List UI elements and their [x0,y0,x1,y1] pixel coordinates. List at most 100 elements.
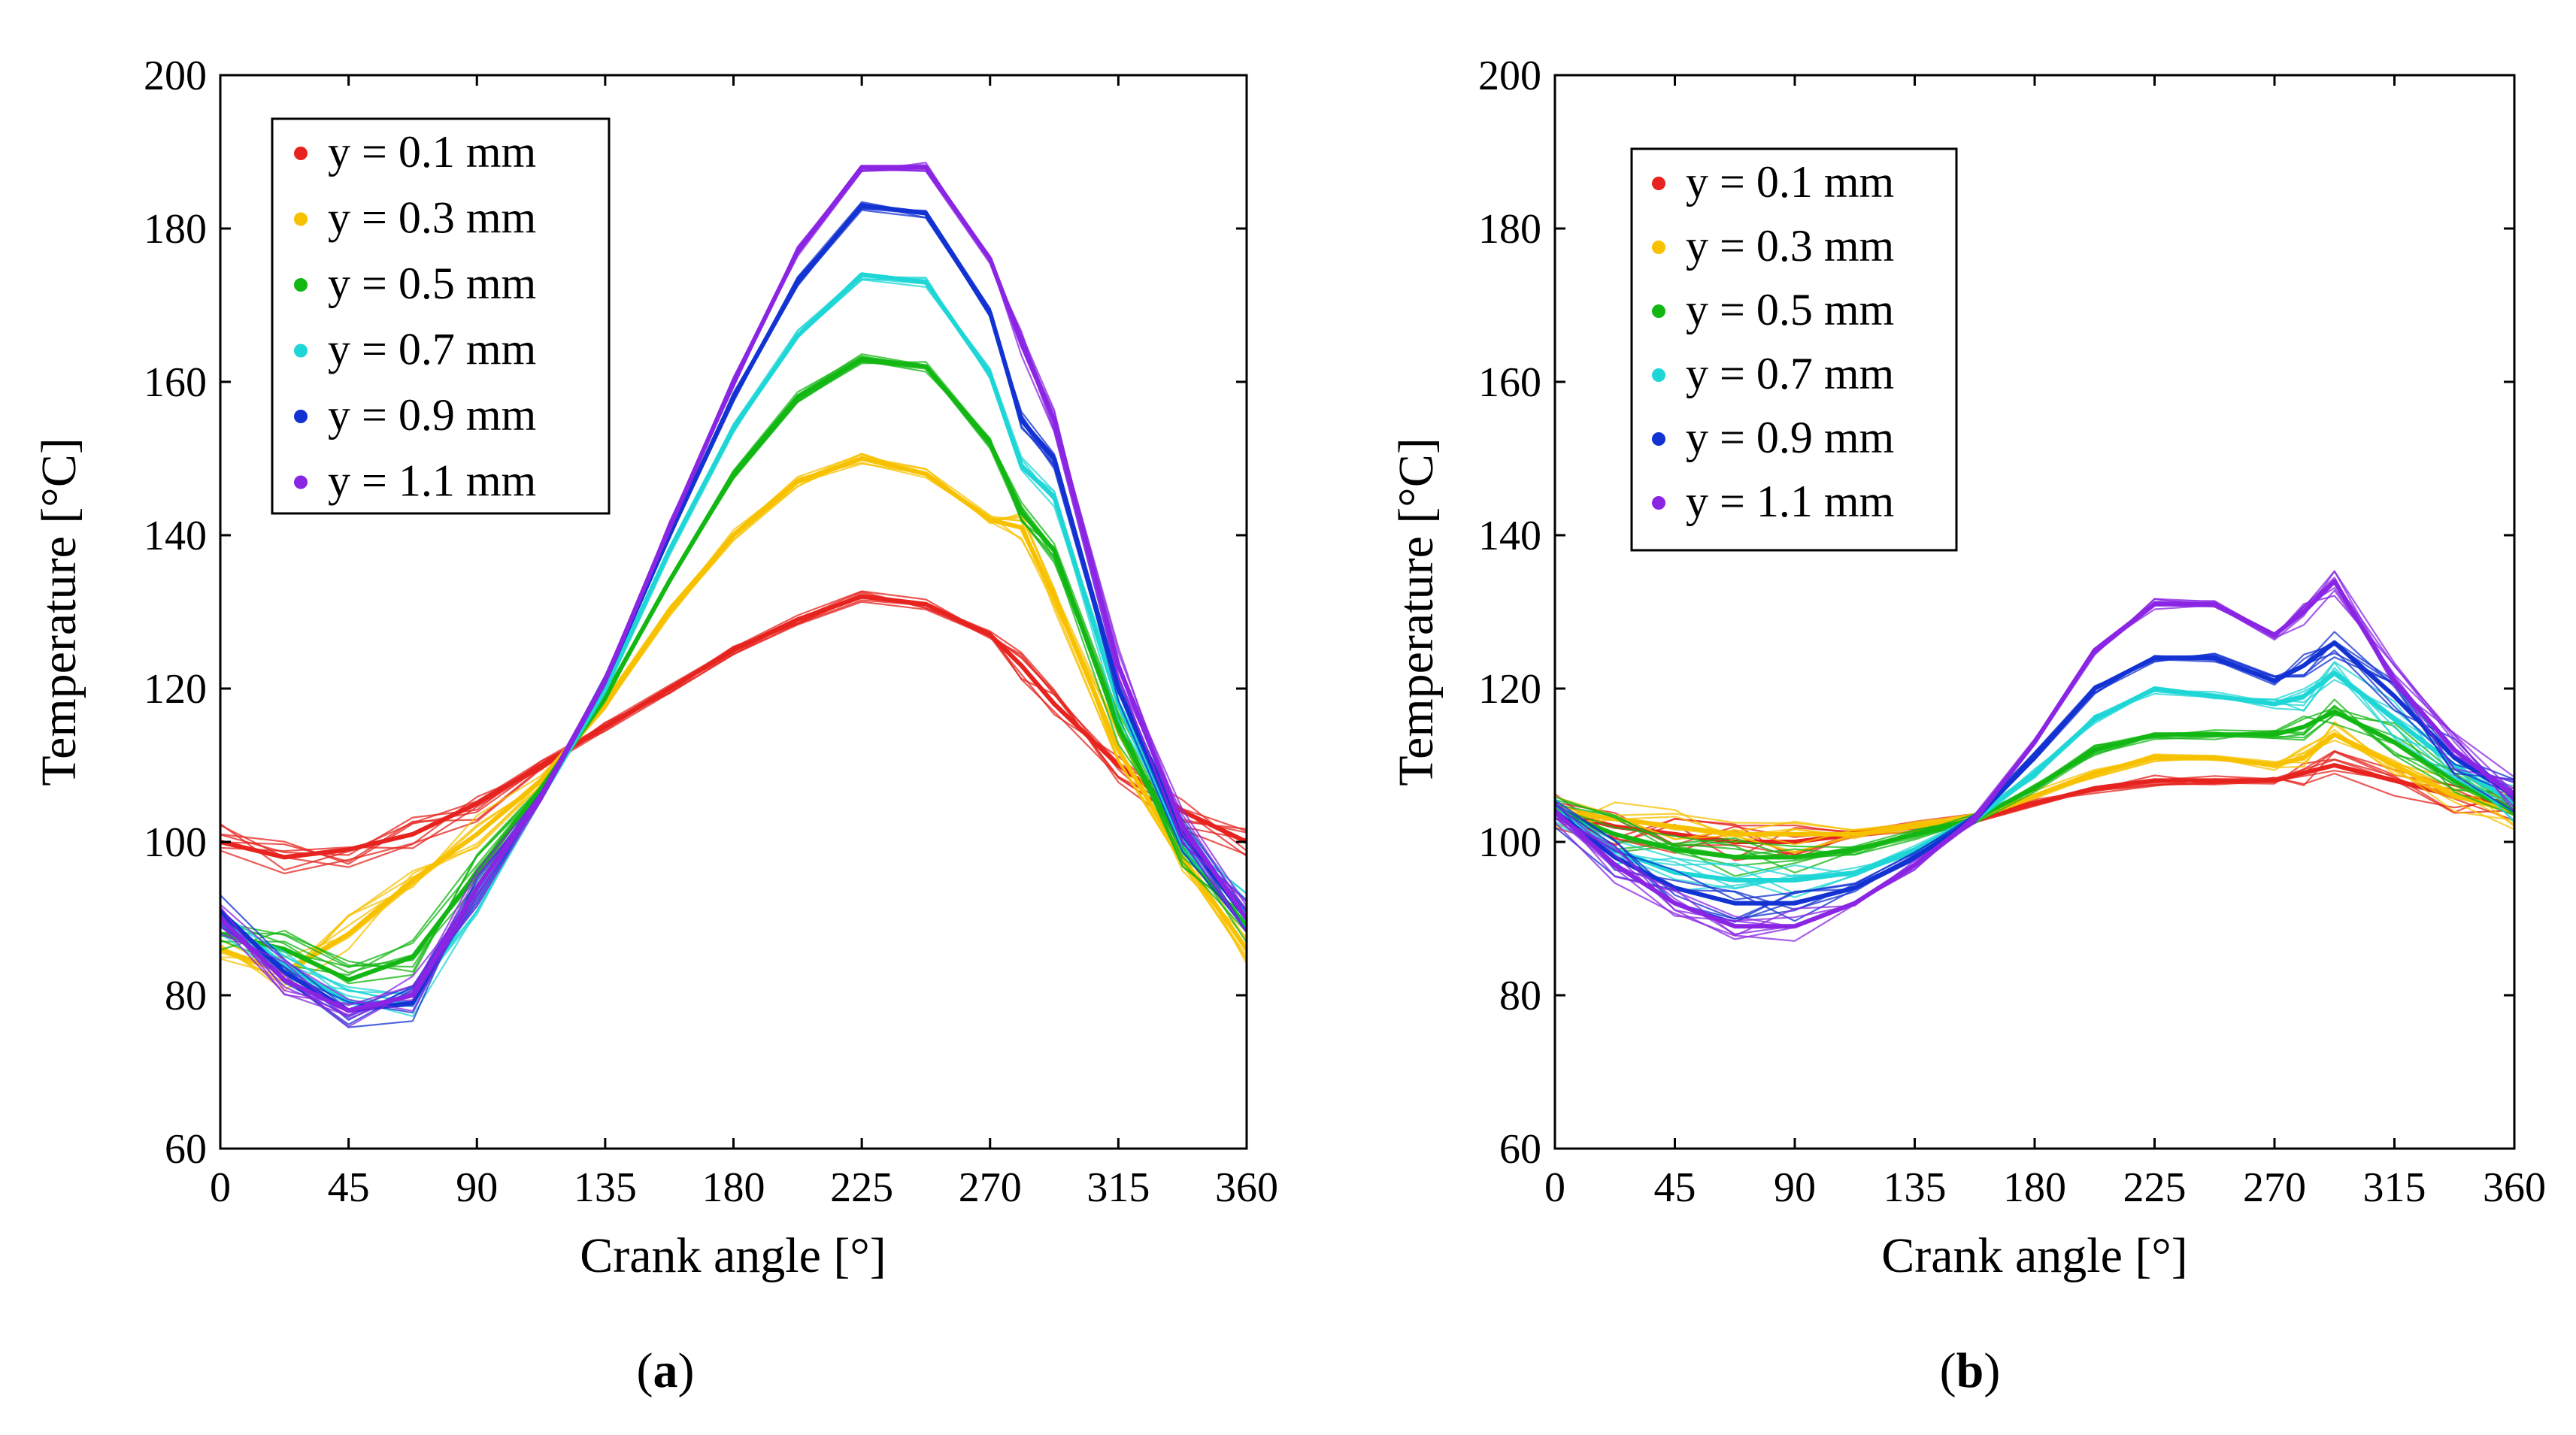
legend-label: y = 0.1 mm [328,127,536,177]
data-point [2032,755,2037,760]
data-point [1673,847,1677,852]
data-point [347,978,351,982]
data-point [2393,740,2396,744]
x-tick-label: 270 [959,1164,1022,1211]
data-point [1913,847,1917,852]
data-point [1732,924,1737,928]
data-point [2153,686,2156,691]
data-point [1853,847,1857,852]
data-point [2212,755,2217,760]
data-point [1020,525,1023,530]
data-point [411,955,415,959]
legend-marker [294,475,308,489]
x-tick-label: 315 [2363,1164,2426,1211]
series-0-7mm-b [1555,661,2514,898]
legend-label: y = 0.5 mm [328,259,536,308]
series-mean-line [220,356,1247,982]
data-point [923,471,928,476]
legend-label: y = 1.1 mm [1686,477,1894,526]
x-tick-label: 90 [1774,1164,1816,1211]
data-point [2032,740,2037,744]
data-point [859,272,864,277]
data-point [2332,579,2337,583]
data-point [2302,725,2306,729]
series-cycle-trace [220,594,1247,863]
legend-marker [1652,241,1665,254]
data-point [1793,878,1797,882]
data-point [2153,655,2156,660]
data-point [1853,870,1857,875]
series-cycle-trace [1555,640,2514,923]
data-point [2332,671,2337,676]
legend-items-a: y = 0.1 mm y = 0.3 mm y = 0.5 mm y = 0.7 mm… [294,127,536,506]
legend-items-b: y = 0.1 mm y = 0.3 mm y = 0.5 mm y = 0.7 mm… [1652,157,1894,526]
data-point [923,280,928,284]
data-point [474,832,479,837]
data-point [2032,786,2037,791]
data-point [2212,694,2217,698]
x-axis-label-a: Crank angle [°] [580,1228,886,1283]
legend-marker [1652,304,1665,318]
legend-label: y = 0.3 mm [328,193,536,243]
x-tick-label: 45 [1654,1164,1696,1211]
data-point [2393,717,2396,722]
data-point [2332,763,2337,767]
y-tick-label: 80 [165,973,207,1019]
x-tick-label: 225 [2123,1164,2187,1211]
series-0-9mm-a [220,201,1247,1028]
data-point [1732,832,1737,837]
data-point [2272,763,2277,767]
series-mean-line [1555,763,2514,844]
x-tick-label: 315 [1086,1164,1150,1211]
x-tick-label: 45 [328,1164,370,1211]
data-point [347,931,351,936]
data-point [411,1001,415,1005]
series-mean-line [1555,732,2514,837]
data-point [1853,901,1857,906]
data-point [732,395,735,399]
x-ticks-a: 0 45 90 135 180 225 270 315 360 [210,75,1278,1211]
data-point [1853,832,1857,837]
legend-marker [294,278,308,292]
series-layer-b [1555,570,2514,942]
data-point [2272,633,2277,637]
data-point [2032,794,2037,798]
data-point [796,480,800,484]
data-point [1613,832,1617,837]
legend-b: y = 0.1 mm y = 0.3 mm y = 0.5 mm y = 0.7 mm… [1630,147,1958,552]
data-point [796,334,800,338]
y-tick-label: 160 [144,359,207,406]
data-point [2272,701,2277,706]
data-point [2452,755,2456,760]
series-mean-line [220,203,1247,1013]
data-point [859,203,864,207]
data-point [474,801,479,806]
data-point [1913,855,1917,859]
y-ticks-a: 60 80 100 120 140 160 180 200 [144,53,1247,1173]
series-0-5mm-a [220,353,1247,985]
chart-panel-a: 0 45 90 135 180 225 270 315 360 60 80 100 120 140 160… [32,53,1278,1398]
data-point [1116,686,1120,691]
legend-label: y = 0.3 mm [1686,221,1894,271]
data-point [2393,679,2396,683]
data-point [539,794,544,798]
legend-marker [1652,177,1665,190]
series-0-3mm-b [1555,721,2514,854]
y-tick-label: 100 [144,819,207,866]
chart-panel-b: 0 45 90 135 180 225 270 315 360 60 80 100 120 140 160… [1389,53,2546,1398]
data-point [1020,510,1023,514]
data-point [1020,663,1023,668]
data-point [1673,825,1677,829]
data-point [667,548,671,553]
data-point [796,250,800,254]
series-0-1mm-a [220,590,1247,875]
data-point [1020,341,1023,346]
data-point [1673,901,1677,906]
data-point [1793,924,1797,928]
data-point [1180,825,1185,829]
data-point [2272,679,2277,683]
series-cycle-trace [220,601,1247,857]
series-cycle-trace [1555,734,2514,831]
legend-marker [294,344,308,358]
